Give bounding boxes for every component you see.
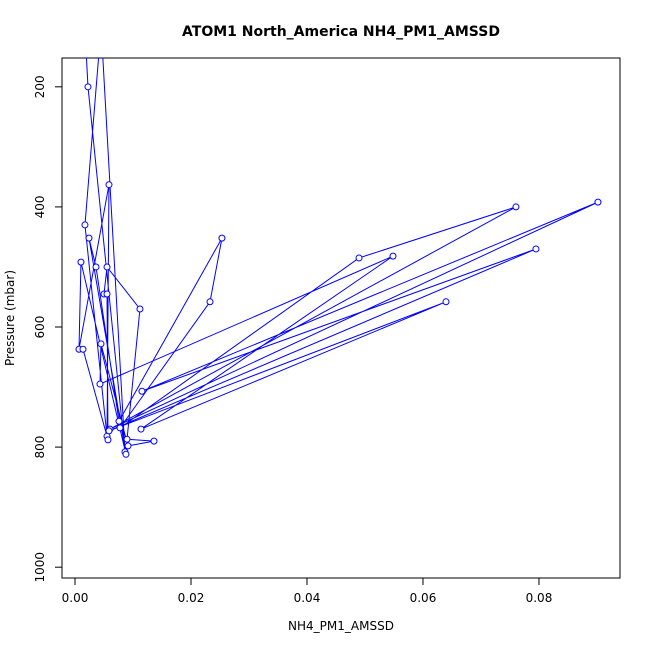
data-point (105, 427, 113, 435)
y-tick-label: 800 (33, 436, 47, 459)
data-point (389, 252, 397, 260)
data-point (85, 234, 93, 242)
data-point (137, 425, 145, 433)
y-tick-label: 600 (33, 316, 47, 339)
data-point (115, 417, 123, 425)
data-point (532, 245, 540, 253)
data-point (97, 340, 105, 348)
data-point (103, 290, 111, 298)
data-point (92, 263, 100, 271)
data-point (512, 203, 520, 211)
data-point (84, 83, 92, 91)
data-point (122, 450, 130, 458)
x-tick-label: 0.06 (410, 591, 437, 605)
x-tick-label: 0.02 (178, 591, 205, 605)
data-point (103, 263, 111, 271)
data-point (77, 258, 85, 266)
y-axis-label: Pressure (mbar) (3, 270, 17, 366)
data-point (104, 436, 112, 444)
y-tick-label: 1000 (33, 552, 47, 583)
data-point (136, 305, 144, 313)
x-axis-label: NH4_PM1_AMSSD (288, 619, 394, 633)
data-line (78, 58, 599, 455)
data-point (355, 254, 363, 262)
data-point (81, 221, 89, 229)
x-tick-label: 0.04 (294, 591, 321, 605)
data-point (96, 380, 104, 388)
data-point (218, 234, 226, 242)
plot-area (75, 24, 602, 458)
y-tick-label: 200 (33, 75, 47, 98)
data-point (116, 424, 124, 432)
data-point (123, 435, 131, 443)
data-point (138, 387, 146, 395)
x-tick-label: 0.00 (62, 591, 89, 605)
data-point (442, 298, 450, 306)
data-point (82, 24, 88, 30)
chart-title: ATOM1 North_America NH4_PM1_AMSSD (182, 24, 500, 40)
data-point (594, 198, 602, 206)
data-point (105, 181, 113, 189)
data-point (79, 345, 87, 353)
y-tick-label: 400 (33, 195, 47, 218)
plot-frame (61, 57, 621, 579)
data-point (150, 437, 158, 445)
x-tick-label: 0.08 (526, 591, 553, 605)
data-point (206, 298, 214, 306)
data-point (124, 442, 132, 450)
data-point (98, 24, 104, 30)
